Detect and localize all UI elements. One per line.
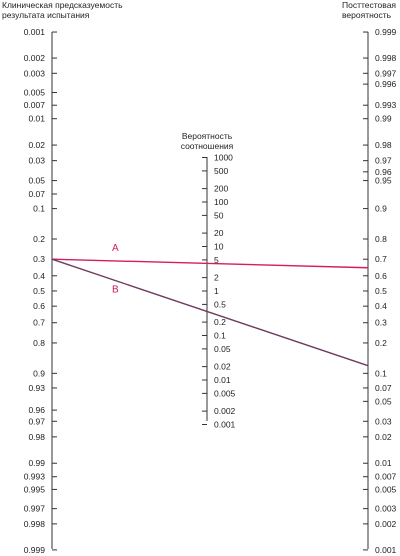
pretest-axis-tick-label: 0.993 xyxy=(24,472,46,482)
pretest-axis-tick-label: 0.02 xyxy=(28,140,45,150)
pretest-axis-tick-label: 0.005 xyxy=(24,88,46,98)
likelihood-ratio-axis-tick-label: 20 xyxy=(214,228,224,238)
posttest-axis-tick-label: 0.03 xyxy=(375,416,392,426)
pretest-axis-tick-label: 0.6 xyxy=(33,301,45,311)
pretest-axis-tick-label: 0.3 xyxy=(33,254,45,264)
pretest-axis-tick-label: 0.01 xyxy=(28,114,45,124)
posttest-axis-tick-label: 0.003 xyxy=(375,504,397,514)
pretest-axis-tick-label: 0.007 xyxy=(24,100,46,110)
likelihood-ratio-axis-tick-label: 1000 xyxy=(214,153,233,163)
posttest-axis-tick-label: 0.007 xyxy=(375,472,397,482)
likelihood-ratio-axis-ticks: 1000 500 200 100 50 20 10 5 2 1 0.5 0.2 0.1 0.05 0.02 0… xyxy=(202,153,236,430)
line-a-label: A xyxy=(112,243,119,254)
likelihood-ratio-axis-tick-label: 100 xyxy=(214,197,228,207)
posttest-axis-tick-label: 0.95 xyxy=(375,176,392,186)
pretest-axis-tick-label: 0.2 xyxy=(33,234,45,244)
posttest-axis-tick-label: 0.98 xyxy=(375,140,392,150)
pretest-axis-tick-label: 0.07 xyxy=(28,189,45,199)
likelihood-ratio-axis-tick-label: 10 xyxy=(214,242,224,252)
likelihood-ratio-axis-tick-label: 500 xyxy=(214,166,228,176)
likelihood-ratio-axis-tick-label: 1 xyxy=(214,286,219,296)
likelihood-ratio-axis-tick-label: 0.05 xyxy=(214,344,231,354)
posttest-axis-tick-label: 0.998 xyxy=(375,53,397,63)
pretest-axis-tick-label: 0.003 xyxy=(24,68,46,78)
pretest-axis-tick-label: 0.998 xyxy=(24,519,46,529)
posttest-axis-tick-label: 0.002 xyxy=(375,519,397,529)
posttest-axis-tick-label: 0.5 xyxy=(375,286,387,296)
posttest-axis-ticks: 0.9990.9980.9970.9960.9930.990.980.970.9… xyxy=(363,27,397,555)
pretest-axis-tick-label: 0.98 xyxy=(28,432,45,442)
likelihood-ratio-axis-tick-label: 0.002 xyxy=(214,406,236,416)
posttest-axis-tick-label: 0.005 xyxy=(375,484,397,494)
posttest-axis-tick-label: 0.4 xyxy=(375,301,387,311)
line-b-label: B xyxy=(112,284,119,295)
posttest-axis-tick-label: 0.97 xyxy=(375,156,392,166)
pretest-axis-title: Клиническая предсказуемость результата и… xyxy=(2,0,123,20)
posttest-axis-tick-label: 0.7 xyxy=(375,254,387,264)
posttest-axis-tick-label: 0.997 xyxy=(375,68,397,78)
likelihood-ratio-axis-tick-label: 2 xyxy=(214,273,219,283)
posttest-axis-tick-label: 0.999 xyxy=(375,27,397,37)
posttest-axis-tick-label: 0.996 xyxy=(375,79,397,89)
likelihood-ratio-axis-tick-label: 50 xyxy=(214,210,224,220)
posttest-axis-tick-label: 0.1 xyxy=(375,368,387,378)
pretest-axis-ticks: 0.001 0.002 0.003 0.005 0.007 0.01 0.02 0.03 0.0… xyxy=(24,27,57,555)
posttest-axis-tick-label: 0.01 xyxy=(375,458,392,468)
likelihood-ratio-axis-tick-label: 5 xyxy=(214,255,219,265)
pretest-axis-tick-label: 0.995 xyxy=(24,484,46,494)
pretest-axis-tick-label: 0.4 xyxy=(33,271,45,281)
pretest-axis-tick-label: 0.5 xyxy=(33,286,45,296)
pretest-axis-tick-label: 0.002 xyxy=(24,53,46,63)
pretest-axis-tick-label: 0.7 xyxy=(33,318,45,328)
pretest-axis-tick-label: 0.97 xyxy=(28,416,45,426)
pretest-axis-tick-label: 0.999 xyxy=(24,545,46,555)
posttest-axis-tick-label: 0.02 xyxy=(375,432,392,442)
pretest-axis-tick-label: 0.997 xyxy=(24,504,46,514)
likelihood-ratio-axis-tick-label: 0.005 xyxy=(214,388,236,398)
likelihood-ratio-axis-tick-label: 0.1 xyxy=(214,331,226,341)
likelihood-ratio-axis-tick-label: 0.5 xyxy=(214,299,226,309)
pretest-axis-tick-label: 0.8 xyxy=(33,338,45,348)
pretest-axis-tick-label: 0.96 xyxy=(28,405,45,415)
line-a xyxy=(51,258,369,269)
posttest-axis-tick-label: 0.99 xyxy=(375,114,392,124)
likelihood-ratio-axis-tick-label: 0.01 xyxy=(214,375,231,385)
posttest-axis-tick-label: 0.001 xyxy=(375,545,397,555)
posttest-axis-tick-label: 0.07 xyxy=(375,383,392,393)
pretest-axis-tick-label: 0.99 xyxy=(28,458,45,468)
likelihood-ratio-axis-tick-label: 0.02 xyxy=(214,362,231,372)
posttest-axis-tick-label: 0.3 xyxy=(375,318,387,328)
likelihood-ratio-axis-title: Вероятность соотношения xyxy=(180,131,234,151)
posttest-axis-tick-label: 0.9 xyxy=(375,204,387,214)
likelihood-ratio-axis-tick-label: 0.001 xyxy=(214,420,236,430)
pretest-axis-tick-label: 0.9 xyxy=(33,368,45,378)
posttest-axis-tick-label: 0.6 xyxy=(375,271,387,281)
posttest-axis-tick-label: 0.2 xyxy=(375,338,387,348)
pretest-axis-tick-label: 0.001 xyxy=(24,27,46,37)
posttest-axis-tick-label: 0.05 xyxy=(375,396,392,406)
posttest-axis-tick-label: 0.993 xyxy=(375,100,397,110)
likelihood-ratio-axis-tick-label: 0.2 xyxy=(214,317,226,327)
line-b xyxy=(51,258,369,367)
posttest-axis-title: Посттестовая вероятность xyxy=(342,0,397,20)
likelihood-ratio-axis-tick-label: 200 xyxy=(214,184,228,194)
pretest-axis-tick-label: 0.03 xyxy=(28,156,45,166)
pretest-axis-tick-label: 0.93 xyxy=(28,383,45,393)
nomogram-lines: AB xyxy=(51,243,369,367)
pretest-axis-tick-label: 0.1 xyxy=(33,204,45,214)
pretest-axis-tick-label: 0.05 xyxy=(28,176,45,186)
posttest-axis-tick-label: 0.8 xyxy=(375,234,387,244)
posttest-axis-tick-label: 0.96 xyxy=(375,167,392,177)
